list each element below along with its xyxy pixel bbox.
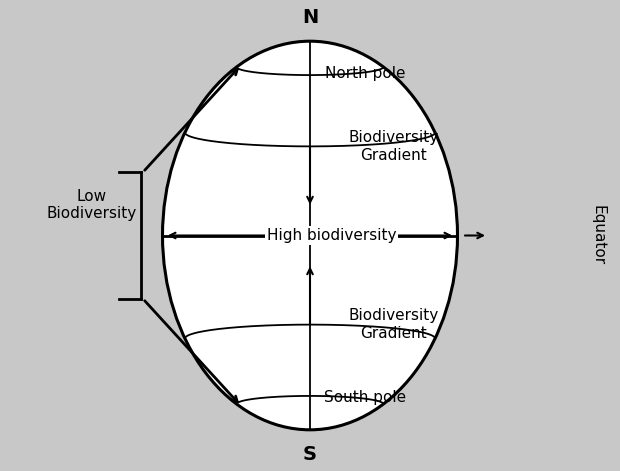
- Text: North pole: North pole: [326, 66, 405, 81]
- Text: Equator: Equator: [591, 205, 606, 266]
- Text: N: N: [302, 8, 318, 27]
- Text: South pole: South pole: [324, 390, 407, 405]
- Ellipse shape: [162, 41, 458, 430]
- Text: Biodiversity
Gradient: Biodiversity Gradient: [348, 308, 438, 341]
- Text: S: S: [303, 445, 317, 463]
- Text: Biodiversity
Gradient: Biodiversity Gradient: [348, 130, 438, 163]
- Text: High biodiversity: High biodiversity: [267, 228, 396, 243]
- Text: Low
Biodiversity: Low Biodiversity: [46, 189, 136, 221]
